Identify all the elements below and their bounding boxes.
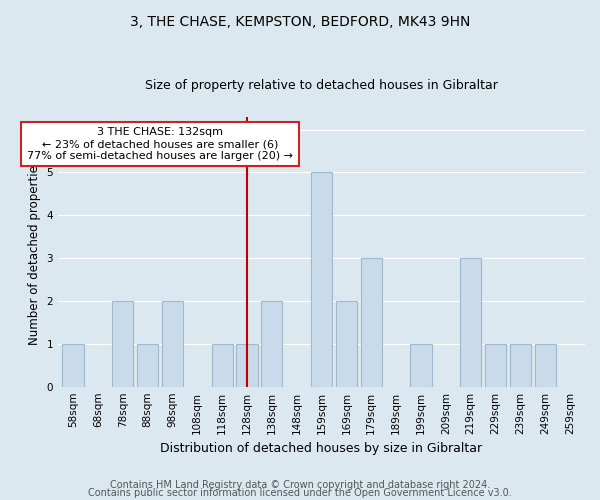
Bar — [336, 301, 357, 386]
Bar — [62, 344, 83, 387]
Bar — [311, 172, 332, 386]
Bar — [485, 344, 506, 387]
Bar — [261, 301, 283, 386]
Text: 3 THE CHASE: 132sqm
← 23% of detached houses are smaller (6)
77% of semi-detache: 3 THE CHASE: 132sqm ← 23% of detached ho… — [27, 128, 293, 160]
X-axis label: Distribution of detached houses by size in Gibraltar: Distribution of detached houses by size … — [160, 442, 482, 455]
Bar — [410, 344, 431, 387]
Bar — [212, 344, 233, 387]
Bar — [510, 344, 531, 387]
Bar — [112, 301, 133, 386]
Bar — [361, 258, 382, 386]
Bar — [236, 344, 257, 387]
Title: Size of property relative to detached houses in Gibraltar: Size of property relative to detached ho… — [145, 79, 498, 92]
Bar — [460, 258, 481, 386]
Bar — [535, 344, 556, 387]
Bar — [162, 301, 183, 386]
Bar — [137, 344, 158, 387]
Text: Contains HM Land Registry data © Crown copyright and database right 2024.: Contains HM Land Registry data © Crown c… — [110, 480, 490, 490]
Text: 3, THE CHASE, KEMPSTON, BEDFORD, MK43 9HN: 3, THE CHASE, KEMPSTON, BEDFORD, MK43 9H… — [130, 15, 470, 29]
Text: Contains public sector information licensed under the Open Government Licence v3: Contains public sector information licen… — [88, 488, 512, 498]
Y-axis label: Number of detached properties: Number of detached properties — [28, 158, 41, 344]
